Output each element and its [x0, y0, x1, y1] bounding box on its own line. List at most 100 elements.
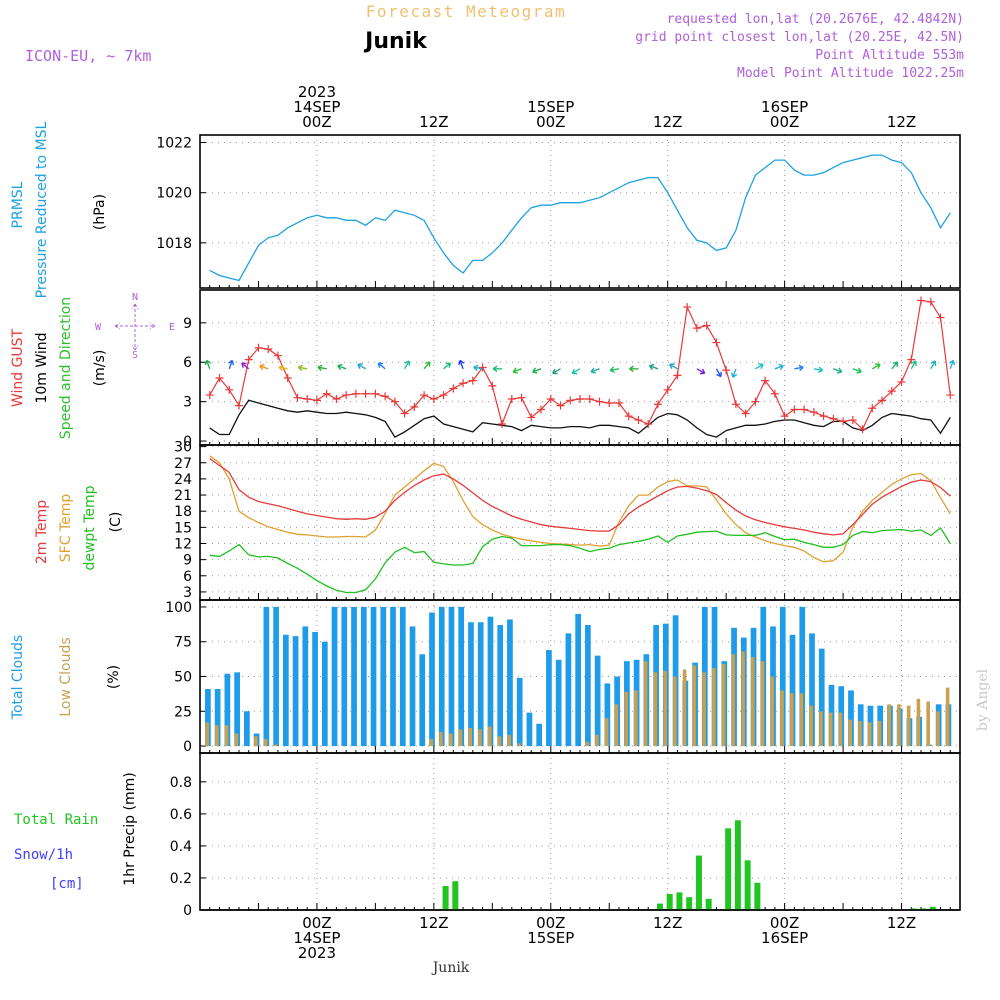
- rain-bar: [686, 897, 693, 910]
- low-clouds-label: Low Clouds: [58, 637, 74, 716]
- wind-10m-label: 10m Wind: [34, 332, 50, 403]
- low-cloud-bar: [487, 726, 492, 747]
- low-cloud-bar: [916, 698, 921, 747]
- low-cloud-bar: [663, 670, 667, 747]
- gust-marker: [653, 400, 662, 409]
- pressure-msl-label: Pressure Reduced to MSL: [34, 121, 50, 298]
- total-cloud-bar: [321, 641, 328, 747]
- gust-marker: [537, 405, 546, 414]
- dewpt-temp-label: dewpt Temp: [82, 485, 98, 570]
- compass-rose: N W E S: [95, 292, 175, 361]
- gust-marker: [205, 391, 214, 400]
- wind-direction-arrow: [696, 368, 706, 375]
- low-cloud-bar: [224, 725, 229, 747]
- wind-direction-arrow: [227, 359, 235, 370]
- gust-marker: [507, 395, 516, 404]
- gust-marker: [244, 355, 253, 364]
- gust-marker: [439, 391, 448, 400]
- total-cloud-bar: [234, 672, 240, 747]
- rain-bar: [929, 906, 936, 910]
- top-time-label: 00Z: [770, 113, 799, 131]
- gust-marker: [819, 412, 828, 421]
- rain-bar: [695, 855, 702, 910]
- clouds-unit-label: (%): [106, 665, 122, 689]
- total-cloud-bar: [360, 606, 367, 747]
- gust-marker: [410, 402, 419, 411]
- total-cloud-bar: [497, 625, 504, 747]
- dewpt-line: [209, 526, 951, 594]
- top-time-label: 00Z: [302, 113, 331, 131]
- gust-marker: [614, 398, 623, 407]
- y-tick-label: 75: [174, 635, 192, 651]
- total-cloud-bar: [594, 655, 601, 747]
- y-tick-label: 3: [183, 395, 192, 411]
- total-cloud-bar: [507, 619, 513, 747]
- total-cloud-bar: [546, 650, 552, 747]
- gust-marker: [566, 396, 575, 405]
- low-cloud-bar: [945, 687, 950, 747]
- compass-n: N: [132, 292, 138, 303]
- low-cloud-bar: [614, 704, 619, 747]
- wind-direction-arrow: [730, 368, 738, 378]
- pressure-panel: 1018 1020 1022: [156, 134, 961, 289]
- gust-marker: [449, 384, 458, 393]
- precip-frame: [199, 752, 961, 911]
- total-cloud-bar: [818, 648, 825, 747]
- total-cloud-bar: [263, 606, 270, 747]
- low-cloud-bar: [624, 691, 628, 747]
- total-cloud-bar: [302, 626, 309, 747]
- low-cloud-bar: [585, 741, 589, 747]
- bottom-time-label: 00Z: [536, 914, 565, 932]
- gust-marker: [761, 376, 770, 385]
- wind-unit-label: (m/s): [92, 350, 108, 387]
- low-cloud-bar: [741, 651, 745, 747]
- gust-marker: [663, 385, 672, 394]
- wind-direction-arrow: [648, 363, 659, 371]
- low-cloud-bar: [234, 733, 239, 747]
- total-cloud-bar: [779, 606, 786, 747]
- gust-marker: [478, 363, 487, 372]
- wind-direction-arrow: [552, 368, 561, 375]
- low-cloud-bar: [897, 704, 901, 747]
- low-cloud-bar: [731, 654, 736, 747]
- credit-watermark: by Angel: [975, 668, 991, 731]
- total-cloud-bar: [419, 654, 426, 747]
- footer-station: Junik: [431, 960, 470, 976]
- gust-marker: [848, 416, 857, 425]
- gust-marker: [234, 401, 243, 410]
- gust-marker: [312, 396, 321, 405]
- total-cloud-bar: [224, 673, 231, 747]
- gust-marker: [595, 397, 604, 406]
- gust-marker: [936, 313, 945, 322]
- wind-direction-arrow: [423, 361, 431, 370]
- gust-marker: [254, 343, 263, 352]
- low-cloud-bar: [448, 733, 453, 747]
- gust-marker: [887, 387, 896, 396]
- low-cloud-bar: [760, 661, 765, 747]
- gust-marker: [351, 389, 360, 398]
- compass-w: W: [95, 322, 102, 333]
- wind-direction-arrow: [871, 363, 881, 370]
- gust-marker: [780, 412, 789, 421]
- y-tick-label: 12: [174, 536, 192, 552]
- gust-marker: [361, 389, 370, 398]
- y-tick-label: 25: [174, 704, 192, 720]
- low-cloud-bar: [867, 722, 872, 747]
- gust-marker: [692, 324, 701, 333]
- wind-direction-arrow: [910, 360, 917, 370]
- low-cloud-bar: [750, 657, 755, 747]
- 2m-temp-line: [209, 457, 951, 536]
- low-cloud-bar: [634, 690, 638, 747]
- total-cloud-bar: [799, 606, 806, 747]
- 2m-temp-label: 2m Temp: [34, 500, 50, 564]
- prmsl-label: PRMSL: [10, 181, 26, 228]
- wind-direction-arrow: [590, 367, 600, 374]
- total-cloud-bar: [604, 683, 611, 747]
- forecast-title: Forecast Meteogram: [366, 2, 566, 21]
- bottom-time-label: 2023: [298, 944, 336, 962]
- low-cloud-bar: [828, 712, 833, 747]
- point-altitude: Point Altitude 553m: [815, 48, 964, 63]
- wind-direction-arrow: [512, 367, 522, 374]
- wind-direction-arrow: [259, 363, 269, 371]
